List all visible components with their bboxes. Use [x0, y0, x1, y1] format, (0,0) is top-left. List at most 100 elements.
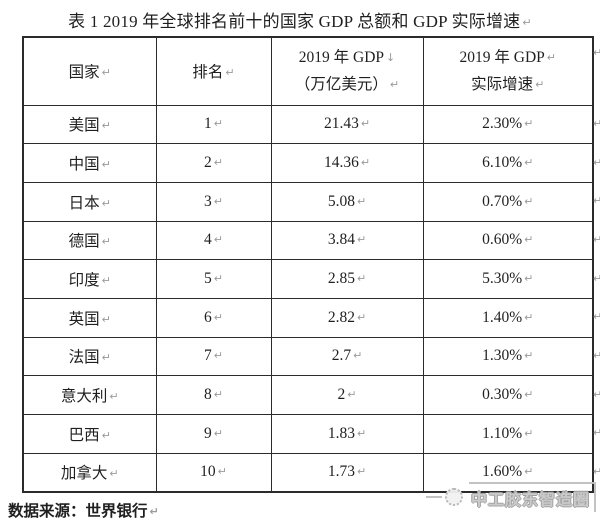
watermark-stamp: 中工胶东智造圈	[425, 482, 596, 512]
row-end-mark-icon: ↵	[593, 116, 600, 130]
cell-end-mark-icon: ↵	[101, 312, 111, 326]
cell-growth: 1.10% ↵	[422, 414, 594, 454]
table-row: 巴西 ↵ 9 ↵ 1.83 ↵ 1.10% ↵	[22, 414, 594, 454]
cell-end-mark-icon: ↵	[101, 196, 111, 210]
cell-gdp: 2.85 ↵	[270, 259, 424, 299]
cell-end-mark-icon: ↵	[524, 310, 534, 324]
cell-end-mark-icon: ↵	[213, 117, 223, 131]
cell-growth: 0.30% ↵	[422, 375, 594, 415]
row-end-mark-icon: ↵	[593, 271, 600, 285]
cell-gdp: 2 ↵	[270, 375, 424, 415]
cell-end-mark-icon: ↵	[356, 233, 367, 247]
header-gdp: 2019 年 GDP ↓ （万亿美元） ↵	[270, 36, 424, 106]
gdp-table: 国家 ↵ 排名 ↵ 2019 年 GDP ↓ （万亿美元） ↵ 2019 年 GDP ↵ …	[22, 36, 594, 493]
cell-growth: 1.60% ↵	[422, 452, 594, 493]
table-row: 法国 ↵ 7 ↵ 2.7 ↵ 1.30% ↵	[22, 336, 594, 377]
cell-end-mark-icon: ↵	[524, 194, 534, 208]
cell-end-mark-icon: ↵	[356, 426, 367, 440]
cell-end-mark-icon: ↵	[524, 426, 534, 440]
cell-growth: 1.30% ↵	[422, 336, 594, 377]
cell-rank: 2 ↵	[155, 143, 272, 183]
paragraph-mark-icon: ↵	[522, 16, 532, 29]
cell-end-mark-icon: ↵	[213, 272, 223, 286]
cell-gdp: 1.83 ↵	[270, 414, 424, 454]
cell-end-mark-icon: ↵	[225, 66, 235, 80]
row-end-mark-icon: ↵	[593, 310, 600, 324]
table-row: 美国 ↵ 1 ↵ 21.43 ↵ 2.30% ↵	[22, 104, 594, 145]
cell-growth: 0.60% ↵	[422, 220, 594, 261]
cell-rank: 3 ↵	[155, 181, 272, 222]
cell-gdp: 2.82 ↵	[270, 297, 424, 338]
page-title: 表 1 2019 年全球排名前十的国家 GDP 总额和 GDP 实际增速 ↵	[0, 7, 600, 32]
cell-end-mark-icon: ↵	[213, 349, 223, 363]
cell-gdp: 2.7 ↵	[270, 336, 424, 377]
header-rank: 排名 ↵	[155, 36, 272, 106]
header-row: 国家 ↵ 排名 ↵ 2019 年 GDP ↓ （万亿美元） ↵ 2019 年 GDP ↵ …	[22, 36, 594, 106]
row-end-mark-icon: ↵	[593, 348, 600, 362]
row-end-mark-icon: ↵	[593, 194, 600, 208]
cell-growth: 5.30% ↵	[422, 259, 594, 299]
watermark-text: 中工胶东智造圈	[468, 482, 596, 512]
data-source-text: 数据来源：世界银行	[8, 503, 148, 520]
table-row: 加拿大 ↵ 10 ↵ 1.73 ↵ 1.60% ↵	[22, 452, 594, 493]
cell-gdp: 1.73 ↵	[270, 452, 424, 493]
row-end-mark-icon: ↵	[593, 465, 600, 479]
header-country: 国家 ↵	[22, 36, 157, 106]
cell-country: 中国 ↵	[22, 143, 157, 183]
watermark-dash	[425, 496, 442, 498]
cell-end-mark-icon: ↵	[109, 467, 119, 481]
cell-gdp: 14.36 ↵	[270, 143, 424, 183]
cell-rank: 8 ↵	[155, 375, 272, 415]
data-source-note: 数据来源：世界银行 ↵	[8, 499, 159, 521]
row-end-mark-icon: ↵	[593, 46, 600, 59]
row-end-mark-icon: ↵	[593, 232, 600, 246]
cell-end-mark-icon: ↵	[347, 388, 357, 402]
cell-end-mark-icon: ↵	[101, 428, 111, 442]
cell-end-mark-icon: ↵	[535, 78, 545, 92]
table-row: 英国 ↵ 6 ↵ 2.82 ↵ 1.40% ↵	[22, 297, 594, 338]
table-row: 德国 ↵ 4 ↵ 3.84 ↵ 0.60% ↵	[22, 220, 594, 261]
cell-rank: 9 ↵	[155, 414, 272, 454]
cell-rank: 6 ↵	[155, 297, 272, 338]
cell-end-mark-icon: ↵	[101, 158, 111, 172]
watermark-logo-icon	[444, 488, 463, 506]
cell-end-mark-icon: ↵	[213, 156, 223, 170]
cell-end-mark-icon: ↵	[524, 349, 534, 363]
cell-end-mark-icon: ↵	[101, 235, 111, 249]
cell-country: 加拿大 ↵	[22, 452, 157, 493]
cell-growth: 1.40% ↵	[422, 297, 594, 338]
header-rank-label: 排名	[192, 64, 224, 82]
cell-end-mark-icon: ↵	[356, 310, 367, 324]
cell-growth: 2.30% ↵	[422, 104, 594, 145]
cell-rank: 4 ↵	[155, 220, 272, 261]
table-row: 日本 ↵ 3 ↵ 5.08 ↵ 0.70% ↵	[22, 181, 594, 222]
cell-rank: 10 ↵	[155, 452, 272, 493]
header-growth-line1: 2019 年 GDP	[459, 49, 545, 67]
cell-end-mark-icon: ↵	[546, 51, 556, 65]
cell-end-mark-icon: ↵	[101, 274, 111, 288]
table-row: 中国 ↵ 2 ↵ 14.36 ↵ 6.10% ↵	[22, 143, 594, 183]
cell-country: 意大利 ↵	[22, 375, 157, 415]
row-end-mark-icon: ↵	[593, 155, 600, 169]
cell-end-mark-icon: ↵	[356, 194, 367, 208]
cell-end-mark-icon: ↵	[360, 117, 371, 131]
cell-end-mark-icon: ↵	[524, 465, 534, 479]
row-end-mark-icon: ↵	[593, 426, 600, 440]
row-end-mark-icon: ↵	[593, 387, 600, 401]
cell-country: 印度 ↵	[22, 259, 157, 299]
cell-end-mark-icon: ↵	[524, 272, 534, 286]
cell-gdp: 21.43 ↵	[270, 104, 424, 145]
cell-end-mark-icon: ↵	[217, 465, 227, 479]
cell-end-mark-icon: ↵	[213, 388, 223, 402]
header-gdp-line1: 2019 年 GDP	[298, 49, 385, 67]
cell-end-mark-icon: ↵	[524, 388, 534, 402]
cell-country: 日本 ↵	[22, 181, 157, 222]
row-end-marks: ↵ ↵ ↵ ↵ ↵ ↵ ↵ ↵ ↵ ↵ ↵	[593, 36, 600, 491]
cell-end-mark-icon: ↵	[360, 156, 371, 170]
cell-country: 法国 ↵	[22, 336, 157, 377]
cell-end-mark-icon: ↵	[356, 465, 367, 479]
cell-rank: 1 ↵	[155, 104, 272, 145]
cell-end-mark-icon: ↵	[524, 156, 534, 170]
cell-end-mark-icon: ↵	[101, 351, 111, 365]
header-growth: 2019 年 GDP ↵ 实际增速 ↵	[422, 36, 594, 106]
